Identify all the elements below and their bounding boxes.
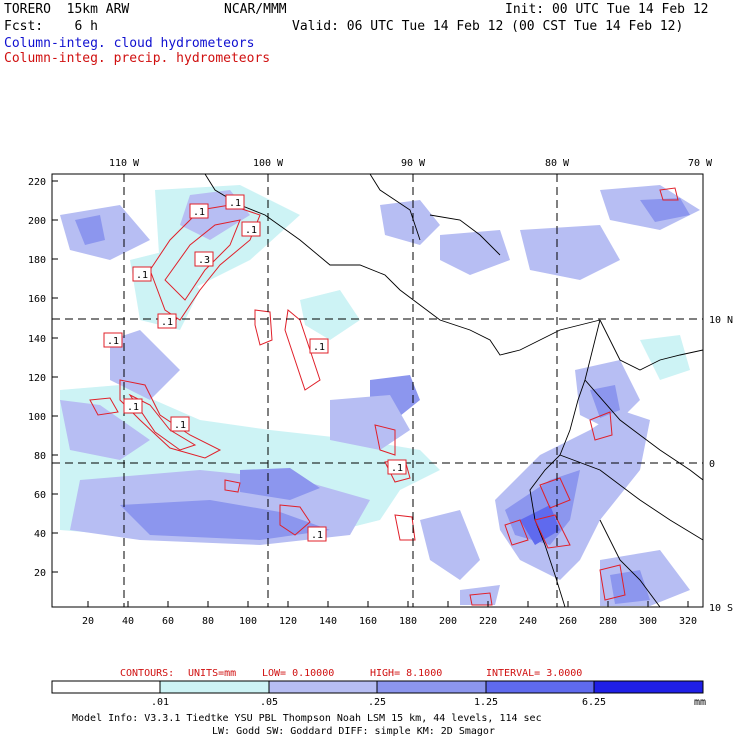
model-title: TORERO 15km ARW: [4, 2, 130, 17]
lon-label: 90 W: [401, 158, 426, 169]
valid-time: Valid: 06 UTC Tue 14 Feb 12 (00 CST Tue …: [292, 19, 684, 34]
x-tick-label: 220: [479, 616, 497, 627]
contour-interval: INTERVAL= 3.0000: [486, 668, 582, 679]
contour-label-group: .1 .1 .1 .1 .3 .1 .1 .1 .1 .1 .1 .1: [103, 194, 407, 542]
contour-info: CONTOURS: UNITS=mm LOW= 0.10000 HIGH= 8.…: [120, 668, 582, 679]
contour-low: LOW= 0.10000: [262, 668, 334, 679]
footer: Model Info: V3.3.1 Tiedtke YSU PBL Thomp…: [72, 713, 542, 737]
svg-text:.1: .1: [193, 207, 205, 218]
y-tick-label: 120: [28, 373, 46, 384]
lon-label: 70 W: [688, 158, 713, 169]
bottom-axis-labels: 20 40 60 80 100 120 140 160 180 200 220 …: [82, 616, 697, 627]
y-tick-label: 220: [28, 177, 46, 188]
x-tick-label: 320: [679, 616, 697, 627]
lon-label: 100 W: [253, 158, 284, 169]
contour-label: .1: [387, 459, 407, 475]
y-tick-label: 40: [34, 529, 46, 540]
svg-text:.1: .1: [136, 270, 148, 281]
x-tick-label: 300: [639, 616, 657, 627]
svg-text:.1: .1: [245, 225, 257, 236]
contour-label: .1: [132, 266, 152, 282]
y-tick-label: 20: [34, 568, 46, 579]
x-tick-label: 180: [399, 616, 417, 627]
cloud-shading: [60, 185, 700, 606]
y-tick-label: 160: [28, 294, 46, 305]
x-tick-label: 200: [439, 616, 457, 627]
y-tick-label: 180: [28, 255, 46, 266]
plot-frame: [51, 173, 704, 608]
contour-label: .1: [189, 203, 209, 219]
y-tick-label: 80: [34, 451, 46, 462]
top-lon-labels: 110 W 100 W 90 W 80 W 70 W: [109, 158, 713, 169]
model-info-line1: Model Info: V3.3.1 Tiedtke YSU PBL Thomp…: [72, 713, 542, 724]
x-tick-label: 120: [279, 616, 297, 627]
contour-label: .3: [194, 251, 214, 267]
x-tick-label: 60: [162, 616, 174, 627]
y-tick-label: 200: [28, 216, 46, 227]
x-tick-label: 240: [519, 616, 537, 627]
contour-units: UNITS=mm: [188, 668, 236, 679]
legend-value: 6.25: [582, 697, 606, 708]
x-tick-label: 140: [319, 616, 337, 627]
contour-label: .1: [307, 526, 327, 542]
x-tick-label: 40: [122, 616, 134, 627]
contour-label: .1: [241, 221, 261, 237]
contour-label: .1: [157, 313, 177, 329]
x-tick-label: 280: [599, 616, 617, 627]
svg-text:.1: .1: [311, 530, 323, 541]
lat-label: 10 N: [709, 315, 733, 326]
svg-text:.1: .1: [313, 342, 325, 353]
svg-text:.3: .3: [198, 255, 210, 266]
forecast-hour: Fcst: 6 h: [4, 19, 98, 34]
right-lat-labels: 10 N 0 10 S: [709, 315, 733, 614]
model-info-line2: LW: Godd SW: Goddard DIFF: simple KM: 2D…: [212, 726, 495, 737]
lat-label: 0: [709, 459, 715, 470]
init-time: Init: 00 UTC Tue 14 Feb 12: [505, 2, 709, 17]
contour-label: .1: [123, 398, 143, 414]
contour-info-label: CONTOURS:: [120, 668, 174, 679]
contour-label: .1: [103, 332, 123, 348]
org-label: NCAR/MMM: [224, 2, 287, 17]
color-legend: [51, 680, 704, 694]
contour-label: .1: [170, 416, 190, 432]
legend-value: .05: [260, 697, 278, 708]
legend-labels: .01 .05 .25 1.25 6.25 mm: [151, 697, 706, 708]
left-axis-labels: 220 200 180 160 140 120 100 80 60 40 20: [28, 177, 46, 579]
legend-unit: mm: [694, 697, 706, 708]
svg-text:.1: .1: [229, 198, 241, 209]
svg-text:.1: .1: [107, 336, 119, 347]
axis-ticks: [52, 180, 689, 607]
cloud-field-label: Column-integ. cloud hydrometeors: [4, 36, 255, 51]
x-tick-label: 80: [202, 616, 214, 627]
x-tick-label: 100: [239, 616, 257, 627]
legend-value: .01: [151, 697, 169, 708]
y-tick-label: 140: [28, 334, 46, 345]
y-tick-label: 60: [34, 490, 46, 501]
x-tick-label: 160: [359, 616, 377, 627]
contour-label: .1: [225, 194, 245, 210]
lat-label: 10 S: [709, 603, 733, 614]
svg-text:.1: .1: [161, 317, 173, 328]
legend-value: 1.25: [474, 697, 498, 708]
lon-label: 80 W: [545, 158, 570, 169]
contour-high: HIGH= 8.1000: [370, 668, 442, 679]
x-tick-label: 260: [559, 616, 577, 627]
svg-text:.1: .1: [391, 463, 403, 474]
svg-text:.1: .1: [174, 420, 186, 431]
legend-value: .25: [368, 697, 386, 708]
x-tick-label: 20: [82, 616, 94, 627]
y-tick-label: 100: [28, 412, 46, 423]
lon-label: 110 W: [109, 158, 140, 169]
contour-label: .1: [309, 338, 329, 354]
svg-text:.1: .1: [127, 402, 139, 413]
precip-field-label: Column-integ. precip. hydrometeors: [4, 51, 271, 66]
